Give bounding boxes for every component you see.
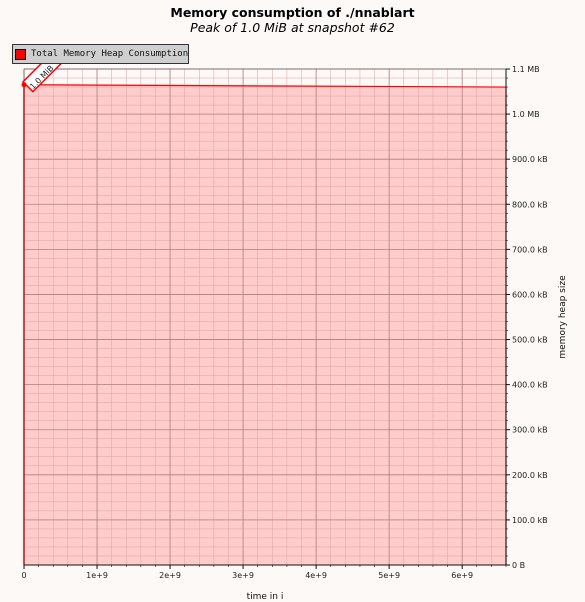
x-tick-label: 5e+9 xyxy=(378,571,400,580)
x-tick-label: 6e+9 xyxy=(451,571,473,580)
y-tick-label: 300.0 kB xyxy=(512,426,548,435)
x-tick-label: 2e+9 xyxy=(159,571,181,580)
y-tick-label: 0 B xyxy=(512,561,525,570)
chart-title: Memory consumption of ./nnablart xyxy=(170,5,415,20)
plot-area: 0 1e+9 2e+9 3e+9 4e+9 5e+9 6e+9 0 B 100.0 kB 200.… xyxy=(21,48,548,580)
chart-subtitle: Peak of 1.0 MiB at snapshot #62 xyxy=(190,20,395,35)
y-tick-label: 100.0 kB xyxy=(512,516,548,525)
y-tick-label: 1.1 MB xyxy=(512,65,540,74)
x-axis-title: time in i xyxy=(247,592,284,602)
y-tick-label: 400.0 kB xyxy=(512,381,548,390)
y-tick-label: 700.0 kB xyxy=(512,245,548,254)
x-tick-label: 3e+9 xyxy=(232,571,254,580)
legend: Total Memory Heap Consumption xyxy=(12,44,189,64)
peak-marker xyxy=(21,82,27,88)
x-tick-label: 0 xyxy=(21,571,26,580)
x-tick-label: 1e+9 xyxy=(86,571,108,580)
y-tick-label: 1.0 MB xyxy=(512,110,540,119)
y-tick-label: 200.0 kB xyxy=(512,471,548,480)
y-tick-label: 800.0 kB xyxy=(512,200,548,209)
legend-swatch xyxy=(15,49,26,60)
y-axis-title: memory heap size xyxy=(558,275,568,359)
y-tick-label: 500.0 kB xyxy=(512,336,548,345)
legend-label: Total Memory Heap Consumption xyxy=(31,49,189,59)
x-tick-label: 4e+9 xyxy=(305,571,327,580)
y-tick-label: 600.0 kB xyxy=(512,290,548,299)
y-tick-label: 900.0 kB xyxy=(512,155,548,164)
series-area xyxy=(24,84,506,566)
